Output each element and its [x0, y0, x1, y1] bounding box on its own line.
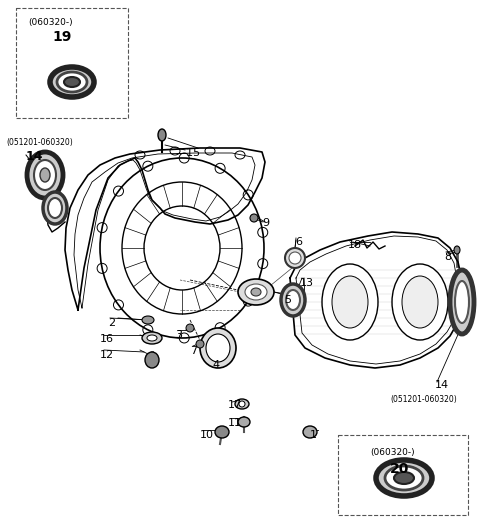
- Text: 12: 12: [100, 350, 114, 360]
- Ellipse shape: [286, 290, 300, 310]
- Ellipse shape: [27, 152, 63, 198]
- Ellipse shape: [289, 252, 301, 264]
- Ellipse shape: [34, 160, 56, 190]
- Ellipse shape: [376, 460, 432, 496]
- Ellipse shape: [281, 284, 305, 316]
- Ellipse shape: [250, 214, 258, 222]
- Ellipse shape: [235, 399, 249, 409]
- Text: 10: 10: [200, 430, 214, 440]
- Text: 9: 9: [262, 218, 269, 228]
- Bar: [16, 8, 128, 118]
- Text: 17: 17: [228, 400, 242, 410]
- Text: 20: 20: [390, 462, 409, 476]
- Ellipse shape: [43, 192, 67, 224]
- Text: (060320-): (060320-): [370, 448, 415, 457]
- Ellipse shape: [186, 324, 194, 332]
- Ellipse shape: [392, 264, 448, 340]
- Ellipse shape: [245, 284, 267, 300]
- Text: 7: 7: [190, 346, 197, 356]
- Text: (051201-060320): (051201-060320): [390, 395, 457, 404]
- Ellipse shape: [64, 77, 80, 87]
- Text: 16: 16: [100, 334, 114, 344]
- Text: 13: 13: [300, 278, 314, 288]
- Text: 4: 4: [212, 360, 219, 370]
- Ellipse shape: [238, 279, 274, 305]
- Ellipse shape: [147, 335, 157, 341]
- Text: 2: 2: [108, 318, 115, 328]
- Ellipse shape: [50, 67, 94, 97]
- Ellipse shape: [40, 168, 50, 182]
- Ellipse shape: [206, 334, 230, 362]
- Text: (051201-060320): (051201-060320): [6, 138, 73, 147]
- Text: 8: 8: [444, 252, 451, 262]
- Text: 3: 3: [175, 330, 182, 340]
- Ellipse shape: [158, 129, 166, 141]
- Ellipse shape: [450, 270, 474, 334]
- Text: 18: 18: [348, 240, 362, 250]
- Text: —15: —15: [175, 148, 200, 158]
- Bar: [338, 435, 468, 515]
- Ellipse shape: [57, 72, 87, 92]
- Text: (060320-): (060320-): [28, 18, 72, 27]
- Ellipse shape: [196, 340, 204, 348]
- Text: 5: 5: [284, 295, 291, 305]
- Text: 11: 11: [228, 418, 242, 428]
- Ellipse shape: [332, 276, 368, 328]
- Ellipse shape: [145, 352, 159, 368]
- Ellipse shape: [455, 281, 469, 323]
- Ellipse shape: [239, 401, 245, 407]
- Ellipse shape: [385, 466, 423, 490]
- Ellipse shape: [142, 316, 154, 324]
- Ellipse shape: [200, 328, 236, 368]
- Text: 19: 19: [52, 30, 72, 44]
- Ellipse shape: [215, 426, 229, 438]
- Ellipse shape: [238, 417, 250, 427]
- Ellipse shape: [303, 426, 317, 438]
- Ellipse shape: [251, 288, 261, 296]
- Text: 6: 6: [295, 237, 302, 247]
- Text: 14: 14: [435, 380, 449, 390]
- Ellipse shape: [322, 264, 378, 340]
- Ellipse shape: [48, 198, 62, 218]
- Ellipse shape: [402, 276, 438, 328]
- Text: 14: 14: [26, 150, 44, 163]
- Ellipse shape: [454, 246, 460, 254]
- Ellipse shape: [142, 332, 162, 344]
- Ellipse shape: [394, 472, 414, 484]
- Text: 1: 1: [310, 430, 317, 440]
- Ellipse shape: [285, 248, 305, 268]
